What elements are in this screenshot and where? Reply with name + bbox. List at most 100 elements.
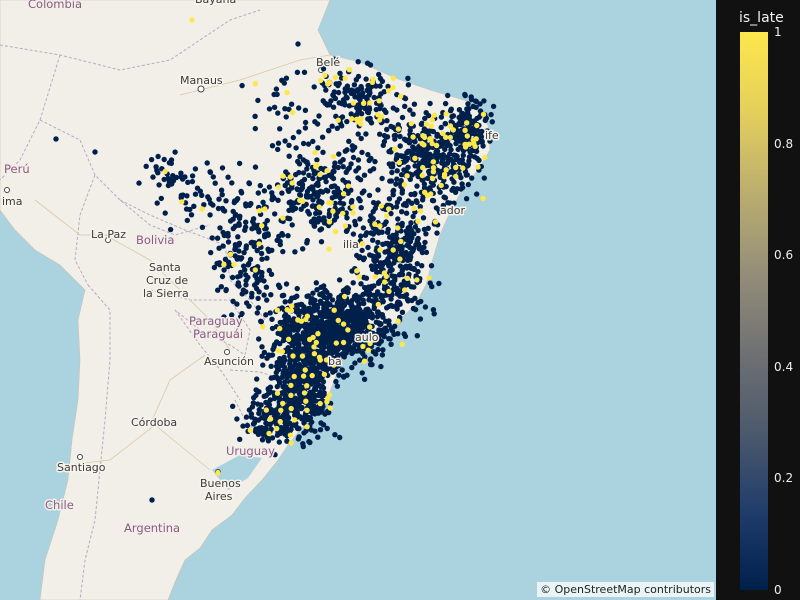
ontime-order-point: [348, 302, 355, 308]
late-order-point: [332, 229, 339, 235]
ontime-order-point: [393, 204, 400, 210]
ontime-order-point: [269, 352, 276, 358]
ontime-order-point: [240, 263, 247, 269]
ontime-order-point: [434, 131, 440, 138]
late-order-point: [333, 340, 339, 346]
ontime-order-point: [208, 200, 214, 206]
late-order-point: [421, 134, 428, 141]
ontime-order-point: [465, 161, 472, 168]
ontime-order-point: [367, 118, 373, 124]
ontime-order-point: [388, 296, 394, 302]
ontime-order-point: [275, 197, 281, 203]
late-order-point: [423, 121, 430, 127]
ontime-order-point: [403, 157, 410, 163]
ontime-order-point: [256, 229, 262, 235]
ontime-order-point: [407, 107, 413, 113]
ontime-order-point: [250, 421, 257, 427]
ontime-order-point: [296, 361, 303, 368]
ontime-order-point: [232, 211, 239, 218]
ontime-order-point: [370, 208, 376, 215]
ontime-order-point: [465, 101, 471, 107]
ontime-order-point: [301, 420, 307, 426]
ontime-order-point: [210, 174, 216, 180]
ontime-order-point: [212, 180, 218, 186]
ontime-order-point: [259, 269, 265, 276]
ontime-order-point: [388, 123, 394, 130]
ontime-order-point: [304, 159, 310, 165]
late-order-point: [356, 274, 362, 280]
ontime-order-point: [223, 198, 229, 204]
ontime-order-point: [462, 92, 468, 99]
ontime-order-point: [332, 432, 338, 438]
ontime-order-point: [337, 200, 343, 206]
late-order-point: [317, 171, 323, 178]
ontime-order-point: [289, 364, 296, 371]
ontime-order-point: [314, 121, 321, 127]
ontime-order-point: [377, 278, 383, 284]
map-view[interactable]: Colombia Bayana Manaus Belé ife ador ili…: [0, 0, 716, 600]
map-attribution[interactable]: © OpenStreetMap contributors: [537, 582, 714, 597]
ontime-order-point: [255, 295, 261, 302]
ontime-order-point: [404, 265, 410, 271]
ontime-order-point: [317, 389, 323, 395]
ontime-order-point: [352, 218, 358, 225]
ontime-order-point: [445, 92, 451, 99]
ontime-order-point: [440, 153, 446, 160]
ontime-order-point: [471, 154, 478, 160]
ontime-order-point: [236, 215, 243, 222]
ontime-order-point: [417, 316, 424, 322]
ontime-order-point: [396, 272, 403, 278]
ontime-order-point: [358, 281, 364, 287]
ontime-order-point: [438, 124, 444, 131]
ontime-order-point: [227, 218, 234, 224]
ontime-order-point: [422, 115, 428, 122]
ontime-order-point: [282, 106, 288, 112]
ontime-order-point: [367, 218, 373, 224]
ontime-order-point: [266, 248, 272, 254]
ontime-order-point: [331, 189, 337, 195]
ontime-order-point: [358, 205, 364, 211]
late-order-point: [447, 123, 454, 129]
ontime-order-point: [258, 319, 264, 325]
ontime-order-point: [252, 273, 258, 279]
ontime-order-point: [323, 174, 329, 180]
late-order-point: [162, 168, 168, 175]
ontime-order-point: [325, 188, 331, 194]
ontime-order-point: [326, 323, 332, 329]
ontime-order-point: [386, 243, 393, 249]
ontime-order-point: [394, 304, 400, 310]
late-order-point: [279, 348, 286, 355]
late-order-point: [443, 111, 449, 117]
ontime-order-point: [274, 383, 280, 390]
late-order-point: [429, 117, 435, 123]
ontime-order-point: [415, 227, 421, 234]
ontime-order-point: [265, 232, 271, 238]
ontime-order-point: [243, 219, 249, 225]
ontime-order-point: [334, 383, 341, 389]
ontime-order-point: [364, 87, 370, 94]
ontime-order-point: [252, 164, 259, 170]
ontime-order-point: [276, 359, 282, 365]
ontime-order-point: [460, 110, 466, 117]
ontime-order-point: [395, 331, 401, 337]
ontime-order-point: [349, 243, 356, 250]
ontime-order-point: [286, 207, 292, 214]
ontime-order-point: [363, 275, 370, 281]
ontime-order-point: [235, 274, 241, 280]
ontime-order-point: [215, 287, 221, 293]
ontime-order-point: [310, 203, 316, 209]
ontime-order-point: [235, 282, 241, 288]
ontime-order-point: [379, 312, 385, 318]
ontime-order-point: [344, 118, 350, 125]
ontime-order-point: [444, 160, 451, 166]
ontime-order-point: [460, 152, 466, 158]
ontime-order-point: [282, 299, 288, 305]
ontime-order-point: [238, 190, 245, 196]
ontime-order-point: [432, 152, 438, 159]
ontime-order-point: [361, 376, 368, 382]
ontime-order-point: [170, 173, 176, 179]
late-order-point: [287, 174, 294, 180]
ontime-order-point: [373, 257, 379, 263]
late-order-point: [304, 383, 310, 389]
late-order-point: [420, 164, 426, 171]
